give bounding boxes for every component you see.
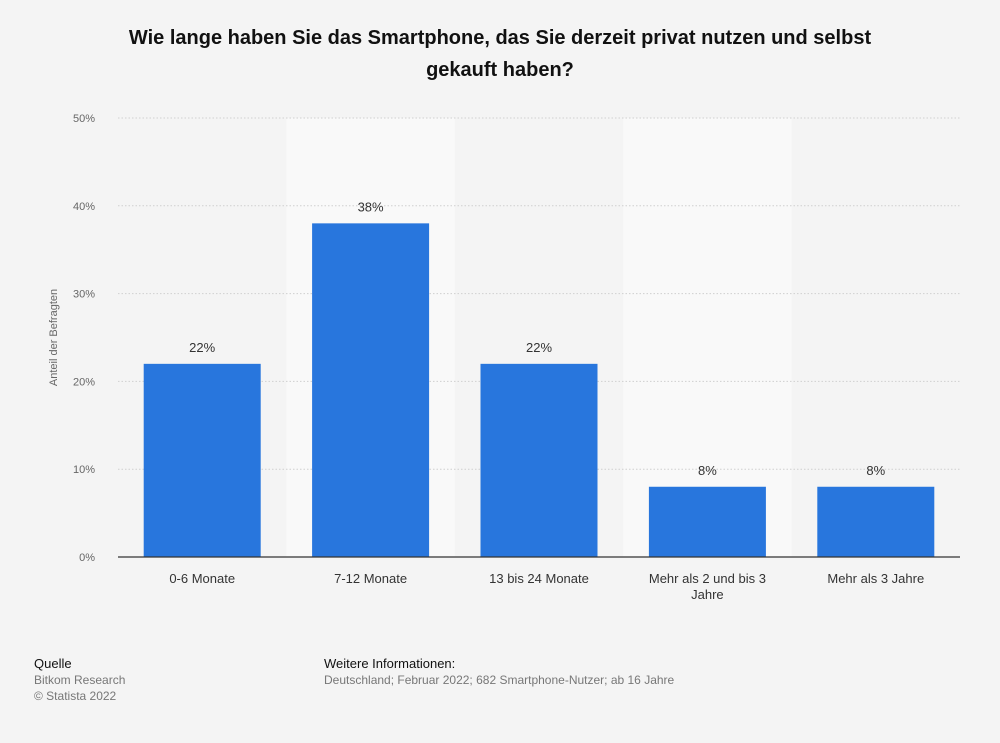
x-tick-label-line: 0-6 Monate — [169, 571, 235, 586]
source-block: Quelle Bitkom Research © Statista 2022 — [34, 656, 125, 704]
x-tick-label: 0-6 Monate — [169, 571, 235, 586]
y-tick-label: 0% — [79, 552, 95, 564]
chart-title-line-2: gekauft haben? — [426, 59, 574, 81]
x-tick-label: 7-12 Monate — [334, 571, 407, 586]
band-3 — [623, 118, 792, 557]
x-tick-label-line: 13 bis 24 Monate — [489, 571, 589, 586]
source-name[interactable]: Bitkom Research — [34, 673, 126, 687]
data-label: 8% — [866, 463, 885, 478]
y-tick-label: 40% — [73, 201, 95, 213]
data-label: 8% — [698, 463, 717, 478]
y-tick-label: 10% — [73, 464, 95, 476]
y-tick-label: 20% — [73, 376, 95, 388]
x-tick-label-line: 7-12 Monate — [334, 571, 407, 586]
data-label: 22% — [189, 340, 215, 355]
info-heading: Weitere Informationen: — [324, 656, 456, 671]
bar — [143, 363, 261, 557]
x-tick-label-line: Mehr als 2 und bis 3 — [649, 571, 766, 586]
source-heading: Quelle — [34, 656, 72, 671]
x-tick-label-line: Mehr als 3 Jahre — [827, 571, 924, 586]
x-tick-label: 13 bis 24 Monate — [489, 571, 589, 586]
chart-title: Wie lange haben Sie das Smartphone, das … — [60, 22, 940, 86]
info-block: Weitere Informationen: Deutschland; Febr… — [324, 656, 674, 688]
bar — [648, 486, 766, 557]
bar-chart: 0% 10% 20% 30% 40% 50% Anteil der Befragten 22%… — [48, 113, 960, 602]
data-label: 22% — [526, 340, 552, 355]
bar — [312, 223, 430, 558]
y-tick-label: 50% — [73, 113, 95, 125]
info-text: Deutschland; Februar 2022; 682 Smartphon… — [324, 673, 675, 687]
copyright: © Statista 2022 — [34, 689, 117, 703]
y-axis-label: Anteil der Befragten — [48, 289, 60, 386]
x-tick-label: Mehr als 3 Jahre — [827, 571, 924, 586]
bar — [480, 363, 598, 557]
x-tick-label-line: Jahre — [691, 587, 724, 602]
chart-title-line-1: Wie lange haben Sie das Smartphone, das … — [128, 27, 872, 49]
x-tick-label: Mehr als 2 und bis 3 Jahre — [649, 571, 766, 602]
data-label: 38% — [358, 199, 384, 214]
y-tick-label: 30% — [73, 289, 95, 301]
bar — [817, 486, 935, 557]
